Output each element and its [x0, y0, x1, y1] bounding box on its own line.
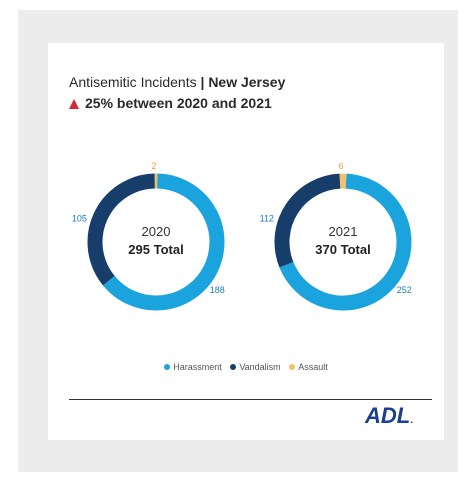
value-label-harassment-2021: 252 — [397, 285, 412, 295]
donut-slice-vandalism-2020 — [87, 173, 156, 286]
donut-total-label-2021: 370 Total — [315, 242, 370, 257]
legend-label-harassment: Harassment — [173, 362, 222, 372]
logo-suffix: . — [410, 415, 413, 426]
change-subtitle: 25% between 2020 and 2021 — [69, 95, 272, 111]
up-triangle-icon — [69, 99, 79, 109]
chart-legend: Harassment Vandalism Assault — [48, 362, 444, 372]
donut-year-label-2020: 2020 — [142, 224, 171, 239]
title-separator: | — [200, 74, 205, 90]
legend-swatch-vandalism — [230, 364, 237, 370]
donut-slice-harassment-2020 — [103, 173, 225, 311]
chart-title: Antisemitic Incidents | New Jersey — [69, 74, 285, 90]
legend-swatch-assault — [289, 364, 296, 370]
legend-item-assault: Assault — [289, 362, 328, 372]
legend-swatch-harassment — [164, 364, 171, 370]
donut-slice-harassment-2021 — [279, 173, 412, 311]
donut-slice-vandalism-2021 — [274, 173, 341, 268]
donut-total-label-2020: 295 Total — [128, 242, 183, 257]
footer-divider — [69, 399, 432, 400]
legend-item-harassment: Harassment — [164, 362, 222, 372]
value-label-vandalism-2021: 112 — [260, 214, 274, 224]
title-region: New Jersey — [208, 74, 286, 90]
change-text: 25% between 2020 and 2021 — [85, 95, 272, 111]
donut-charts: 2 188 105 2020 295 Total 6 252 112 2021 370 Total — [72, 161, 412, 311]
value-label-assault-2021: 6 — [338, 161, 343, 171]
logo-text: ADL — [365, 403, 411, 428]
value-label-assault-2020: 2 — [151, 161, 156, 171]
adl-logo: ADL. — [365, 403, 413, 429]
title-prefix: Antisemitic Incidents — [69, 74, 197, 90]
value-label-harassment-2020: 188 — [210, 285, 225, 295]
infographic-card: Antisemitic Incidents | New Jersey 25% b… — [48, 43, 444, 440]
value-label-vandalism-2020: 105 — [72, 214, 87, 224]
legend-label-vandalism: Vandalism — [239, 362, 281, 372]
legend-label-assault: Assault — [298, 362, 328, 372]
donut-year-label-2021: 2021 — [329, 224, 358, 239]
legend-item-vandalism: Vandalism — [230, 362, 281, 372]
